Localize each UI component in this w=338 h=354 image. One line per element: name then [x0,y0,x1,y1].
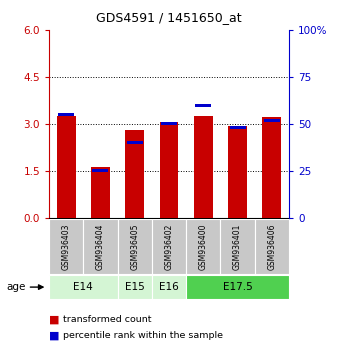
Bar [152,275,186,299]
Text: percentile rank within the sample: percentile rank within the sample [63,331,222,340]
Bar [91,167,110,218]
Bar [160,122,178,218]
Bar [152,219,186,274]
Text: GSM936406: GSM936406 [267,224,276,270]
Bar [186,275,289,299]
Bar [118,275,152,299]
Bar [194,116,213,218]
Text: GSM936403: GSM936403 [62,224,71,270]
Bar [57,116,76,218]
Bar [125,130,144,218]
Bar [127,141,143,144]
Text: E15: E15 [125,282,145,292]
Text: age: age [7,282,26,292]
Bar [264,119,280,122]
Bar [195,104,211,107]
Bar [92,169,108,172]
Bar [118,219,152,274]
Bar [49,275,118,299]
Text: GSM936405: GSM936405 [130,224,139,270]
Bar [58,113,74,116]
Text: E14: E14 [73,282,93,292]
Text: GSM936401: GSM936401 [233,224,242,270]
Text: E16: E16 [159,282,179,292]
Text: ■: ■ [49,331,59,341]
Bar [49,219,83,274]
Bar [161,122,177,125]
Text: ■: ■ [49,314,59,324]
Bar [83,219,118,274]
Bar [230,126,246,129]
Text: GDS4591 / 1451650_at: GDS4591 / 1451650_at [96,11,242,24]
Bar [186,219,220,274]
Bar [255,219,289,274]
Text: GSM936404: GSM936404 [96,224,105,270]
Bar [228,126,247,218]
Text: E17.5: E17.5 [223,282,252,292]
Text: GSM936400: GSM936400 [199,224,208,270]
Text: GSM936402: GSM936402 [165,224,173,270]
Bar [262,117,281,218]
Text: transformed count: transformed count [63,315,151,324]
Bar [220,219,255,274]
